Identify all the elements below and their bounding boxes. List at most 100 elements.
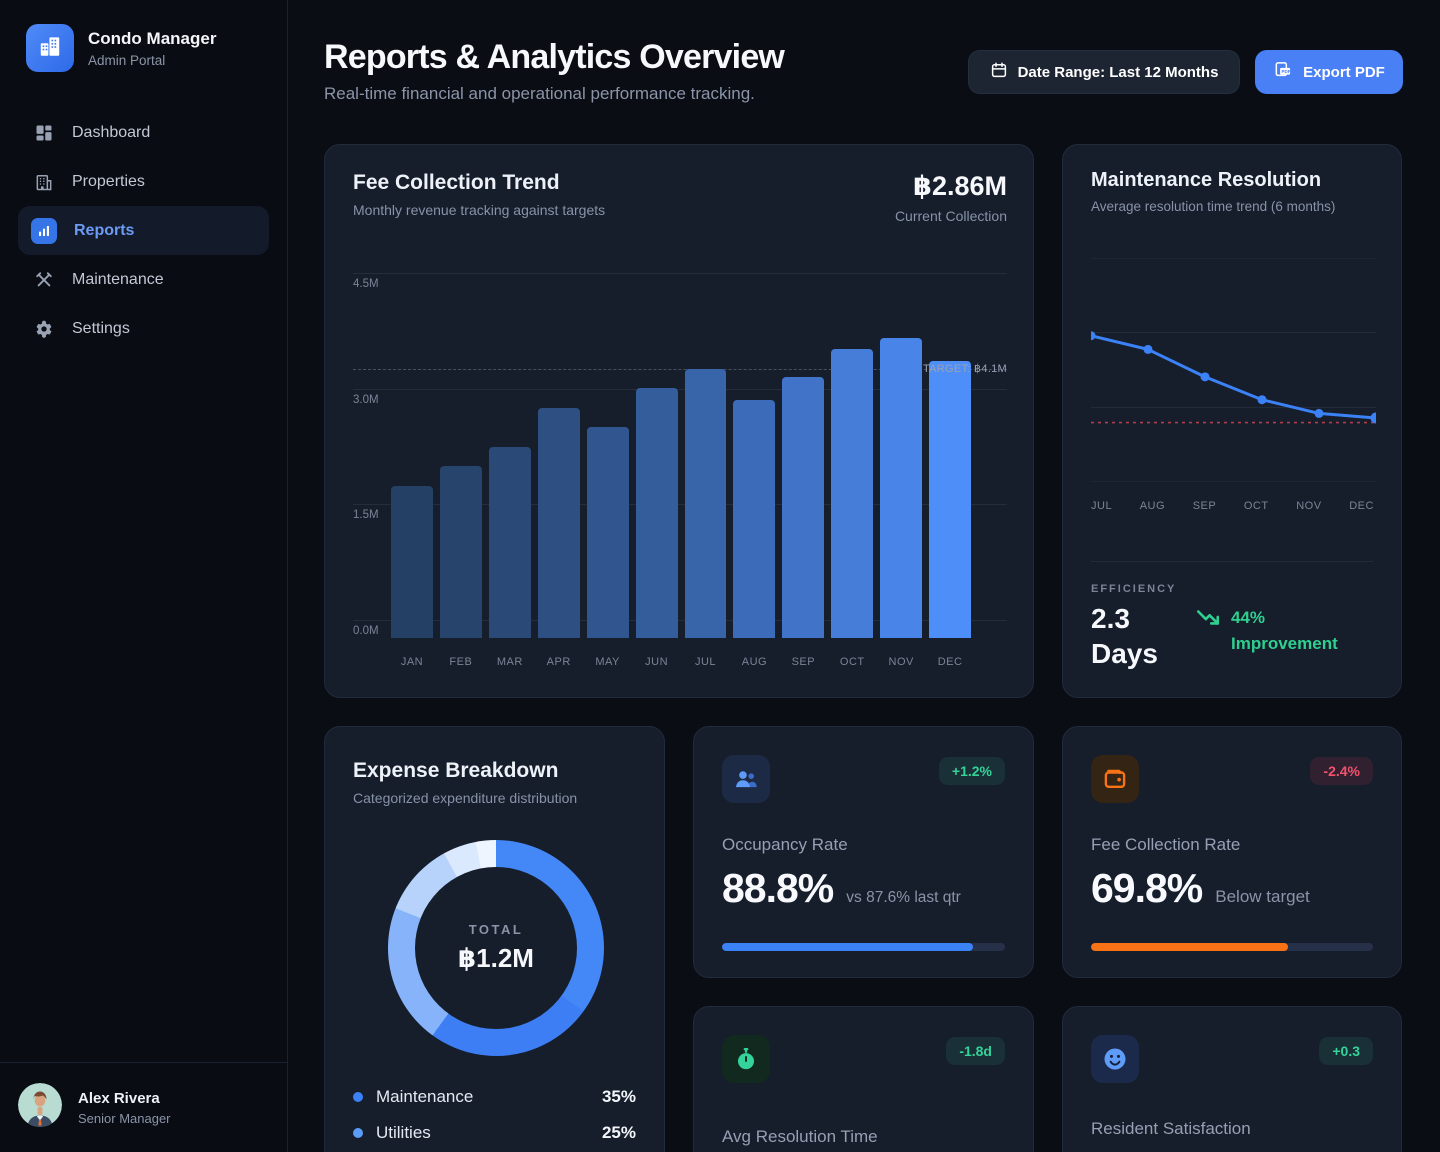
- y-tick-label: 0.0M: [353, 625, 379, 637]
- kpi-label: Avg Resolution Time: [722, 1127, 878, 1146]
- maintenance-resolution-card: Maintenance Resolution Average resolutio…: [1062, 144, 1402, 698]
- sidebar: Condo Manager Admin Portal Dashboard: [0, 0, 288, 1152]
- wallet-icon: [1091, 755, 1139, 803]
- smile-icon: [1091, 1035, 1139, 1083]
- brand-subtitle: Admin Portal: [88, 52, 166, 68]
- export-pdf-button[interactable]: PDF Export PDF: [1255, 50, 1403, 94]
- change-badge: +1.2%: [938, 757, 1005, 785]
- date-range-button[interactable]: Date Range: Last 12 Months: [968, 50, 1240, 94]
- x-tick-label: JUL: [694, 656, 717, 668]
- donut-total-label: TOTAL: [468, 922, 524, 937]
- sidebar-item-maintenance[interactable]: Maintenance: [18, 255, 269, 304]
- kpi-label: Fee Collection Rate: [1091, 835, 1241, 854]
- x-tick-label: APR: [546, 656, 571, 668]
- page-title: Reports & Analytics Overview: [324, 38, 785, 76]
- donut-legend: Maintenance 35% Utilities 25%: [353, 1079, 636, 1151]
- x-tick-label: OCT: [839, 656, 865, 668]
- y-tick-label: 3.0M: [353, 393, 379, 406]
- bar-dec[interactable]: [929, 361, 972, 638]
- sidebar-item-settings[interactable]: Settings: [18, 304, 269, 353]
- occupancy-rate-card: +1.2% Occupancy Rate 88.8% vs 87.6% last…: [693, 726, 1034, 978]
- progress-track: [1091, 943, 1373, 951]
- change-badge: -1.8d: [946, 1037, 1005, 1065]
- sidebar-item-label: Settings: [72, 319, 130, 337]
- x-tick-label: FEB: [449, 656, 473, 668]
- bar-apr[interactable]: [537, 407, 580, 638]
- x-tick-label: OCT: [1243, 500, 1269, 512]
- progress-fill: [1091, 943, 1288, 951]
- bar-oct[interactable]: [831, 349, 874, 638]
- fee-collection-rate-card: -2.4% Fee Collection Rate 69.8% Below ta…: [1062, 726, 1402, 978]
- current-collection-label: Current Collection: [894, 208, 1007, 224]
- x-tick-label: DEC: [937, 656, 963, 668]
- x-tick-label: DEC: [1349, 500, 1374, 512]
- progress-track: [722, 943, 1005, 951]
- kpi-value: 69.8%: [1091, 865, 1203, 911]
- gridline: [353, 504, 1007, 506]
- bar-sep[interactable]: [782, 376, 825, 638]
- efficiency-value: 2.3 Days: [1091, 603, 1158, 669]
- bar-jun[interactable]: [635, 388, 678, 638]
- bar-feb[interactable]: [439, 466, 482, 638]
- brand-name: Condo Manager: [88, 28, 217, 48]
- bar-series: [391, 273, 972, 638]
- avg-resolution-time-card: -1.8d Avg Resolution Time: [693, 1006, 1034, 1152]
- bar-may[interactable]: [586, 427, 629, 638]
- target-dashed-line: [353, 368, 1007, 370]
- x-axis-labels: JUL AUG SEP OCT NOV DEC: [1091, 500, 1374, 512]
- page-subtitle: Real-time financial and operational perf…: [324, 84, 755, 103]
- legend-item-maintenance: Maintenance 35%: [353, 1079, 636, 1115]
- stopwatch-icon: [722, 1035, 770, 1083]
- donut-total-value: ฿1.2M: [458, 943, 534, 973]
- building-logo-icon: [37, 33, 63, 64]
- dashboard-grid-icon: [33, 122, 55, 144]
- kpi-comparison: vs 87.6% last qtr: [846, 889, 961, 906]
- x-tick-label: AUG: [1139, 500, 1166, 512]
- brand: Condo Manager Admin Portal: [0, 0, 287, 72]
- x-tick-label: JAN: [400, 656, 424, 668]
- sidebar-item-label: Properties: [72, 172, 145, 190]
- bar-jul[interactable]: [684, 368, 727, 638]
- sidebar-nav: Dashboard Properties Report: [0, 108, 287, 353]
- legend-dot: [353, 1128, 363, 1138]
- bar-jan[interactable]: [391, 485, 433, 638]
- x-axis-labels: JAN FEB MAR APR MAY JUN JUL AUG SEP OCT NOV DEC: [391, 656, 971, 668]
- change-badge: -2.4%: [1310, 757, 1373, 785]
- user-profile[interactable]: Alex Rivera Senior Manager: [0, 1062, 287, 1152]
- x-tick-label: SEP: [791, 656, 816, 668]
- calendar-icon: [990, 61, 1008, 83]
- legend-label: Utilities: [376, 1123, 431, 1142]
- sidebar-item-properties[interactable]: Properties: [18, 157, 269, 206]
- card-subtitle: Categorized expenditure distribution: [353, 790, 578, 806]
- resident-satisfaction-card: +0.3 Resident Satisfaction: [1062, 1006, 1402, 1152]
- x-tick-label: AUG: [741, 656, 768, 668]
- y-tick-label: 1.5M: [353, 509, 379, 522]
- user-role: Senior Manager: [78, 1110, 171, 1126]
- y-tick-label: 4.5M: [353, 278, 379, 290]
- trending-down-icon: [1195, 605, 1221, 636]
- improvement-value: 44%: [1231, 608, 1266, 627]
- x-tick-label: NOV: [888, 656, 914, 668]
- target-label: TARGET: ฿4.1M: [922, 362, 1007, 375]
- building-icon: [33, 171, 55, 193]
- card-title: Fee Collection Trend: [353, 171, 560, 194]
- kpi-label: Occupancy Rate: [722, 835, 848, 854]
- progress-fill: [722, 943, 974, 951]
- card-title: Maintenance Resolution: [1091, 169, 1322, 191]
- sidebar-item-dashboard[interactable]: Dashboard: [18, 108, 269, 157]
- bar-mar[interactable]: [488, 446, 531, 638]
- sidebar-item-reports[interactable]: Reports: [18, 206, 269, 255]
- card-subtitle: Average resolution time trend (6 months): [1091, 199, 1336, 214]
- x-tick-label: MAR: [496, 656, 523, 668]
- bar-nov[interactable]: [880, 337, 923, 638]
- sidebar-item-label: Reports: [74, 221, 135, 239]
- gridline: [353, 620, 1007, 621]
- bar-chart-icon: [31, 217, 57, 244]
- kpi-value: 88.8%: [722, 865, 834, 911]
- gridline: [353, 273, 1007, 274]
- legend-label: Maintenance: [376, 1087, 474, 1106]
- sidebar-item-label: Dashboard: [72, 123, 151, 141]
- x-tick-label: SEP: [1192, 500, 1217, 512]
- bar-aug[interactable]: [733, 400, 776, 638]
- kpi-comparison: Below target: [1215, 887, 1310, 906]
